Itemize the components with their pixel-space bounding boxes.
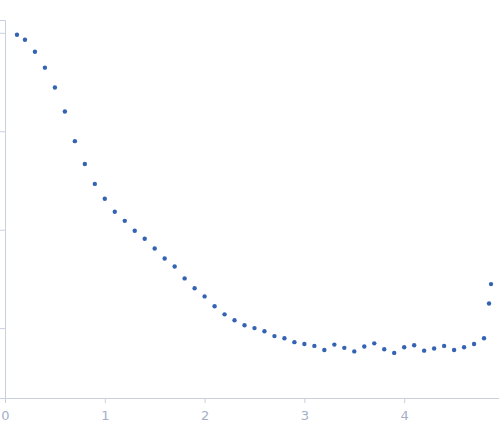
y-tick <box>0 328 5 329</box>
point <box>302 342 306 346</box>
point <box>489 282 493 286</box>
x-tick: 2 <box>201 398 209 423</box>
point <box>362 344 366 348</box>
point <box>422 348 426 352</box>
x-tick-label: 1 <box>101 408 109 423</box>
point <box>472 342 476 346</box>
x-tick: 0 <box>1 398 9 423</box>
x-axis-line <box>6 399 499 404</box>
y-tick <box>0 131 5 132</box>
points <box>15 33 493 356</box>
point <box>152 246 156 250</box>
x-tick: 3 <box>301 398 309 423</box>
x-tick-label: 2 <box>201 408 209 423</box>
point <box>452 348 456 352</box>
point <box>63 109 67 113</box>
point <box>382 347 386 351</box>
point <box>182 276 186 280</box>
point <box>123 219 127 223</box>
x-tick-mark <box>105 398 106 403</box>
point <box>312 344 316 348</box>
point <box>73 139 77 143</box>
point <box>33 50 37 54</box>
x-tick-label: 0 <box>1 408 9 423</box>
point <box>222 312 226 316</box>
point <box>332 342 336 346</box>
y-tick <box>0 230 5 231</box>
point <box>402 345 406 349</box>
y-axis-line <box>0 21 6 399</box>
y-axis <box>0 21 6 399</box>
point <box>192 286 196 290</box>
point <box>103 197 107 201</box>
x-tick-mark <box>404 398 405 403</box>
point <box>212 304 216 308</box>
point <box>442 344 446 348</box>
x-tick-label: 4 <box>401 408 409 423</box>
plot: 0 1 2 3 4 <box>0 21 499 424</box>
chart: 0 1 2 3 4 <box>0 0 499 437</box>
point <box>113 210 117 214</box>
point <box>482 336 486 340</box>
point <box>252 326 256 330</box>
point <box>162 256 166 260</box>
x-tick: 1 <box>101 398 109 423</box>
y-tick-mark <box>0 33 5 34</box>
point <box>262 329 266 333</box>
point <box>23 38 27 42</box>
y-tick-mark <box>0 230 5 231</box>
point <box>282 336 286 340</box>
point <box>412 343 416 347</box>
point <box>372 341 376 345</box>
point <box>53 85 57 89</box>
y-tick-mark <box>0 131 5 132</box>
y-tick-mark <box>0 328 5 329</box>
point <box>172 264 176 268</box>
point <box>15 33 19 37</box>
x-tick-mark <box>304 398 305 403</box>
point <box>133 228 137 232</box>
point <box>93 182 97 186</box>
point <box>202 294 206 298</box>
point <box>322 348 326 352</box>
point <box>143 236 147 240</box>
x-tick: 4 <box>401 398 409 423</box>
point <box>232 318 236 322</box>
y-tick <box>0 33 5 34</box>
point <box>272 334 276 338</box>
point <box>462 345 466 349</box>
x-tick-label: 3 <box>301 408 309 423</box>
point <box>342 346 346 350</box>
point <box>292 340 296 344</box>
point <box>83 162 87 166</box>
x-tick-mark <box>205 398 206 403</box>
point <box>43 65 47 69</box>
x-axis: 0 1 2 3 4 <box>1 398 499 423</box>
point <box>242 323 246 327</box>
point <box>352 349 356 353</box>
point <box>432 346 436 350</box>
point <box>392 351 396 355</box>
point <box>487 301 491 305</box>
